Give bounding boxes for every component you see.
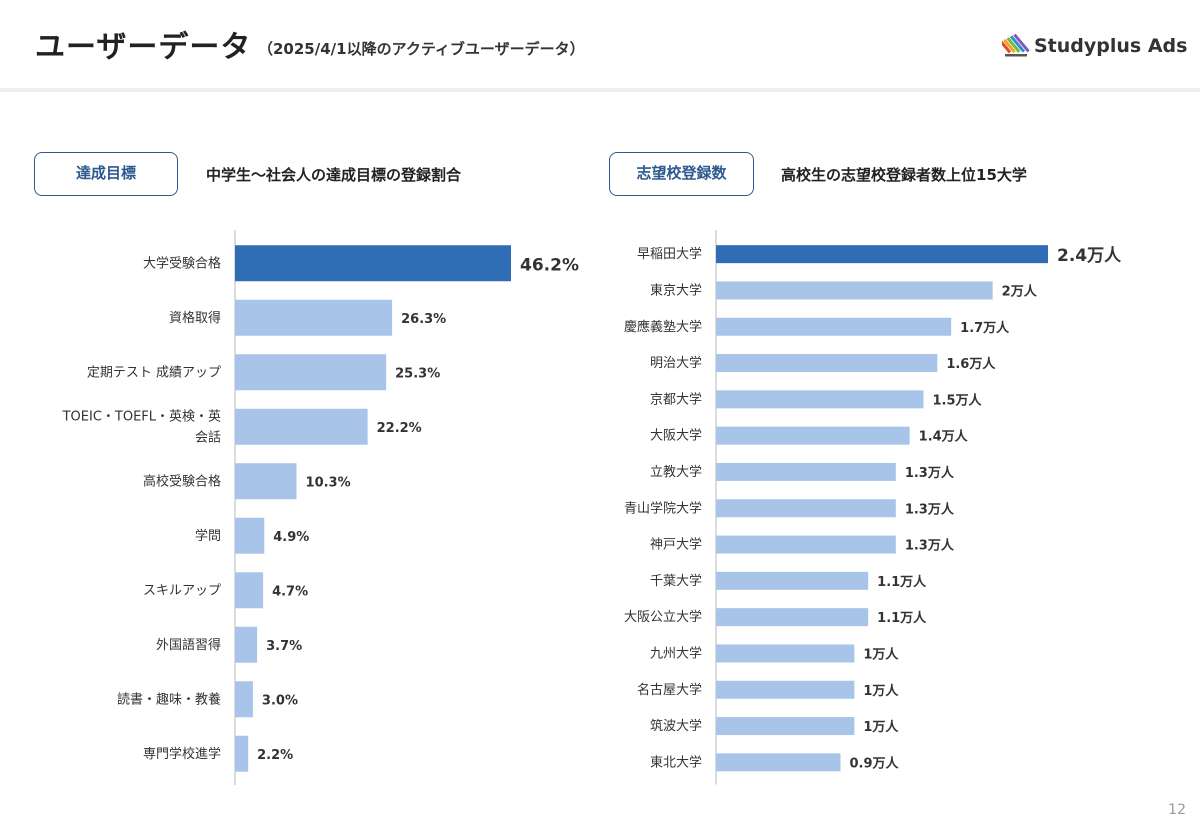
category-label: 筑波大学 [650, 718, 702, 734]
bar [716, 462, 896, 481]
bar-value-label: 3.7% [266, 639, 302, 654]
category-label: 高校受験合格 [143, 473, 221, 489]
bar [235, 517, 265, 554]
category-label: 資格取得 [169, 310, 221, 326]
bar [716, 535, 896, 554]
bar [716, 317, 952, 336]
bar [235, 681, 253, 718]
bar [716, 426, 910, 445]
page-number: 12 [1168, 802, 1186, 818]
bar [235, 245, 511, 282]
category-label: 京都大学 [650, 391, 702, 407]
bar [235, 408, 368, 445]
bar-value-label: 3.0% [262, 693, 298, 708]
bar-value-label: 22.2% [377, 421, 422, 436]
category-label: 大阪大学 [650, 428, 702, 444]
bar-value-label: 46.2% [520, 255, 579, 275]
category-label: 外国語習得 [156, 637, 221, 653]
category-label: 大阪公立大学 [624, 609, 702, 625]
bar-value-label: 1.7万人 [960, 320, 1010, 336]
page-subtitle: （2025/4/1以降のアクティブユーザーデータ） [258, 40, 585, 58]
bar [716, 753, 841, 772]
bar [716, 608, 869, 627]
studyplus-ads-logo: Studyplus Ads [1002, 30, 1187, 60]
universities-bar-chart: 2.4万人 早稲田大学 2万人 東京大学 1.7万人 慶應義塾大学 1.6万人 明治大学 1.5… [624, 230, 1122, 785]
category-label: スキルアップ [143, 583, 221, 598]
category-label: 学問 [195, 528, 221, 544]
bar-value-label: 0.9万人 [850, 755, 900, 771]
bar-value-label: 1万人 [863, 719, 899, 735]
bar [716, 281, 993, 300]
category-label: 九州大学 [650, 645, 702, 661]
bar-value-label: 26.3% [401, 312, 446, 327]
category-label: 大学受験合格 [143, 255, 221, 271]
goal-section-tag: 達成目標 [34, 152, 178, 196]
bar-value-label: 1.5万人 [933, 392, 983, 408]
category-label: 定期テスト 成績アップ [87, 365, 221, 380]
bar-value-label: 1.6万人 [946, 356, 996, 372]
bar-value-label: 25.3% [395, 366, 440, 381]
category-label: 会話 [195, 429, 221, 445]
category-label: TOEIC・TOEFL・英検・英 [62, 409, 221, 424]
bar-value-label: 4.9% [273, 530, 309, 545]
bar-value-label: 1.3万人 [905, 465, 955, 481]
category-label: 東京大学 [650, 282, 702, 298]
bar [716, 644, 855, 663]
bar-value-label: 1万人 [863, 646, 899, 662]
bar-value-label: 1.1万人 [877, 610, 927, 626]
category-label: 千葉大学 [650, 573, 702, 589]
category-label: 慶應義塾大学 [624, 319, 702, 335]
studyplus-logo-icon [1002, 33, 1030, 57]
category-label: 明治大学 [650, 355, 702, 371]
bar-value-label: 1万人 [863, 683, 899, 699]
category-label: 名古屋大学 [637, 682, 702, 698]
category-label: 青山学院大学 [624, 500, 702, 516]
bar-value-label: 1.3万人 [905, 501, 955, 517]
bar [716, 717, 855, 736]
logo-text: Studyplus Ads [1034, 35, 1188, 57]
bar [235, 354, 387, 391]
bar-value-label: 2.2% [257, 748, 293, 763]
bar [716, 245, 1048, 264]
category-label: 東北大学 [650, 754, 702, 770]
bar [716, 390, 924, 409]
bar [716, 354, 938, 373]
bar [235, 463, 297, 500]
bar [716, 571, 869, 590]
page-header: ユーザーデータ （2025/4/1以降のアクティブユーザーデータ） Studyp… [0, 0, 1200, 92]
bar-value-label: 10.3% [306, 475, 351, 490]
bar [716, 499, 896, 518]
page-title: ユーザーデータ [35, 30, 252, 65]
bar [716, 680, 855, 699]
bar-value-label: 1.4万人 [919, 429, 969, 445]
goals-bar-chart: 46.2% 大学受験合格 26.3% 資格取得 25.3% 定期テスト 成績アップ 22.2… [62, 230, 579, 785]
bar [235, 299, 393, 336]
category-label: 神戸大学 [650, 537, 702, 553]
bar [235, 735, 249, 772]
category-label: 早稲田大学 [637, 246, 702, 262]
university-section-tag: 志望校登録数 [609, 152, 754, 196]
category-label: 読書・趣味・教養 [117, 691, 221, 707]
bar-value-label: 2.4万人 [1057, 246, 1122, 266]
category-label: 立教大学 [650, 464, 702, 480]
goal-section-description: 中学生〜社会人の達成目標の登録割合 [206, 166, 462, 184]
category-label: 専門学校進学 [143, 746, 221, 762]
bar-value-label: 1.1万人 [877, 574, 927, 590]
bar [235, 626, 258, 663]
bar [235, 572, 264, 609]
bar-value-label: 2万人 [1002, 283, 1038, 299]
bar-value-label: 1.3万人 [905, 538, 955, 554]
bar-value-label: 4.7% [272, 584, 308, 599]
university-section-description: 高校生の志望校登録者数上位15大学 [781, 166, 1027, 184]
